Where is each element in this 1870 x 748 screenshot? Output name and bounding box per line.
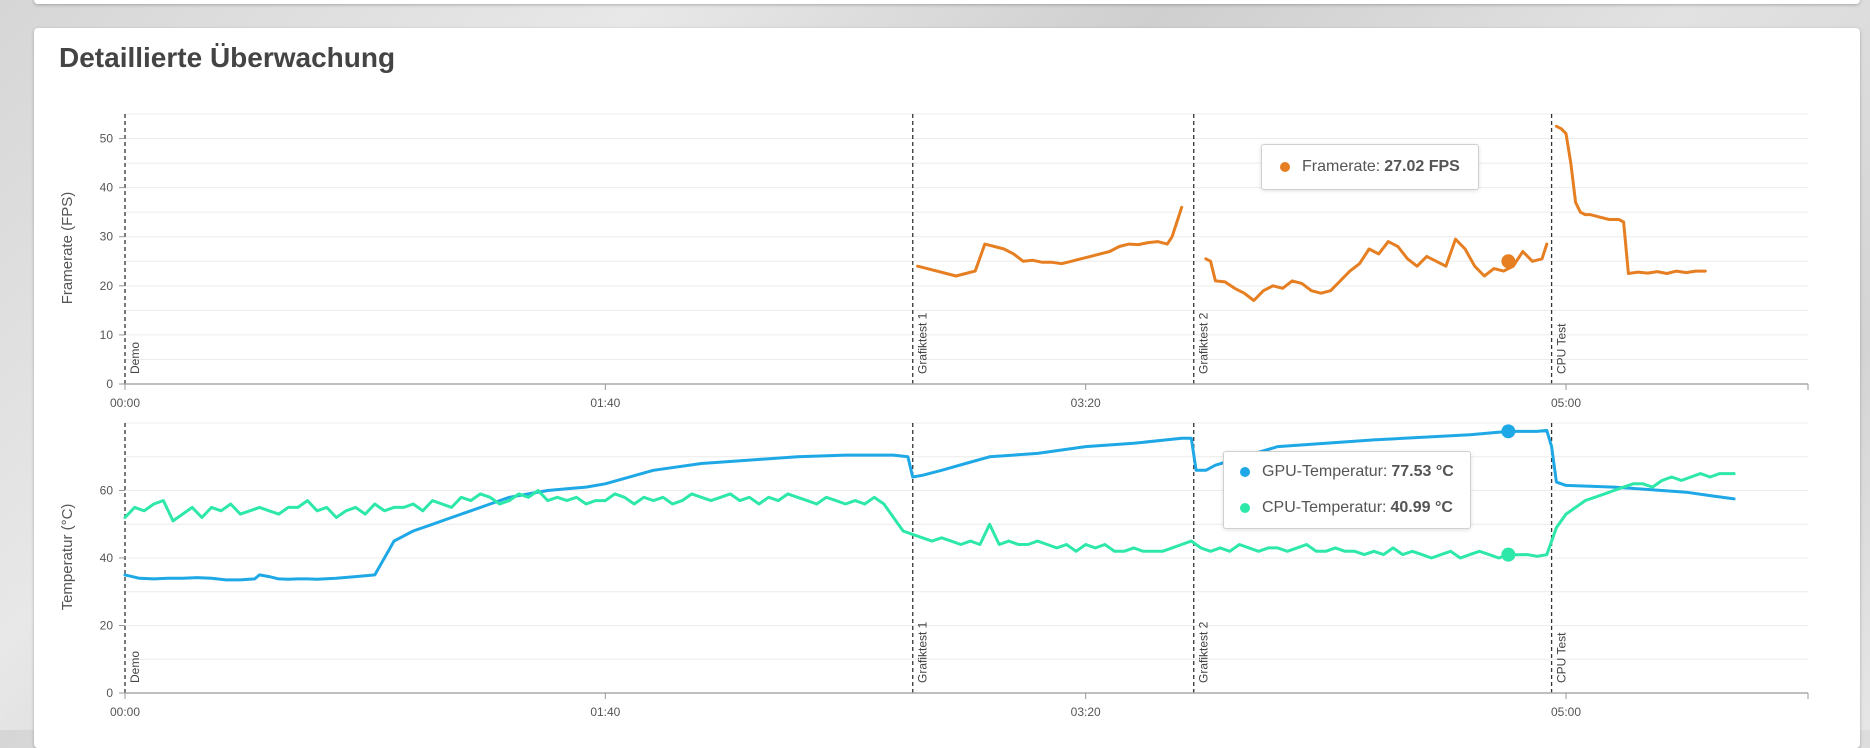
framerate-chart[interactable]: Demo Grafiktest 1 Grafiktest 2 CPU Test 0 10… (59, 113, 1809, 410)
y-tick-label: 40 (100, 181, 114, 195)
gpu-dot-icon (1240, 467, 1250, 477)
x-tick-label: 05:00 (1551, 396, 1581, 410)
y-axis-title: Temperatur (°C) (59, 504, 76, 611)
phase-label: Grafiktest 2 (1197, 312, 1211, 374)
tooltip-label: GPU-Temperatur: (1262, 463, 1388, 480)
phase-label: Demo (128, 342, 142, 374)
monitoring-card (34, 28, 1860, 748)
tooltip-row-gpu: GPU-Temperatur: 77.53 °C (1240, 454, 1454, 490)
y-tick-label: 50 (100, 132, 114, 146)
temperature-chart[interactable]: Demo Grafiktest 1 Grafiktest 2 CPU Test 0 20… (59, 422, 1809, 719)
hover-point (1501, 254, 1516, 269)
tooltip-label: CPU-Temperatur: (1262, 499, 1387, 516)
series-line-framerate (1554, 124, 1707, 275)
x-tick-label: 01:40 (590, 705, 620, 719)
tooltip-label: Framerate: (1302, 158, 1381, 175)
y-tick-label: 10 (100, 328, 114, 342)
y-tick-label: 60 (100, 484, 114, 498)
framerate-dot-icon (1280, 162, 1290, 172)
series-line-framerate (916, 205, 1184, 278)
phase-label: Grafiktest 1 (916, 312, 930, 374)
hover-point (1501, 424, 1516, 439)
tooltip-row: Framerate: 27.02 FPS (1280, 149, 1460, 185)
x-tick-label: 00:00 (110, 705, 140, 719)
phase-label: CPU Test (1555, 632, 1569, 683)
y-tick-label: 20 (100, 279, 114, 293)
tooltip-value: 40.99 °C (1390, 499, 1453, 516)
hover-point (1501, 547, 1516, 562)
series-line-framerate (1204, 237, 1549, 302)
tooltip-value: 27.02 FPS (1384, 158, 1460, 175)
x-tick-label: 03:20 (1071, 705, 1101, 719)
y-tick-label: 20 (100, 619, 114, 633)
phase-label: Grafiktest 1 (916, 621, 930, 683)
series-line-gpu-temperatur (123, 428, 1736, 582)
series-line-cpu-temperatur (123, 472, 1736, 560)
x-tick-label: 00:00 (110, 396, 140, 410)
y-tick-label: 0 (106, 686, 113, 700)
framerate-tooltip: Framerate: 27.02 FPS (1261, 144, 1479, 190)
y-tick-label: 0 (106, 377, 113, 391)
y-axis-title: Framerate (FPS) (59, 192, 76, 305)
card-title: Detaillierte Überwachung (59, 42, 396, 73)
x-tick-label: 05:00 (1551, 705, 1581, 719)
cpu-dot-icon (1240, 503, 1250, 513)
previous-card (34, 0, 1860, 4)
phase-label: Grafiktest 2 (1197, 621, 1211, 683)
x-tick-label: 03:20 (1071, 396, 1101, 410)
phase-label: Demo (128, 651, 142, 683)
y-tick-label: 40 (100, 551, 114, 565)
x-tick-label: 01:40 (590, 396, 620, 410)
temperature-tooltip: GPU-Temperatur: 77.53 °C CPU-Temperatur:… (1223, 451, 1471, 529)
y-tick-label: 30 (100, 230, 114, 244)
monitoring-charts[interactable]: Demo Grafiktest 1 Grafiktest 2 CPU Test 0 10… (0, 0, 1870, 730)
tooltip-value: 77.53 °C (1391, 463, 1454, 480)
tooltip-row-cpu: CPU-Temperatur: 40.99 °C (1240, 490, 1454, 526)
phase-label: CPU Test (1555, 323, 1569, 374)
